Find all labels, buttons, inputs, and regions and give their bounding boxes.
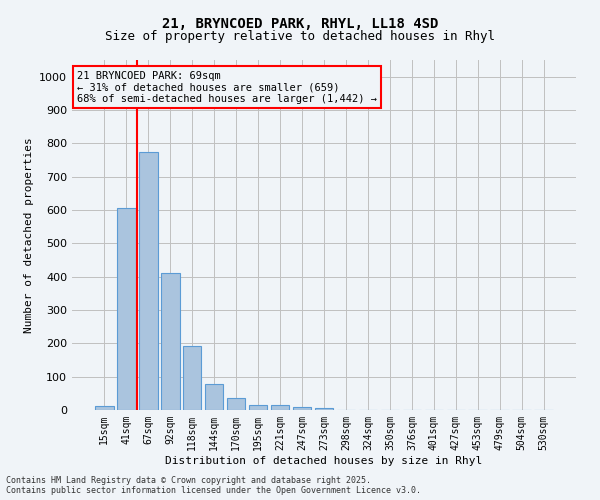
Bar	[117, 208, 136, 410]
X-axis label: Distribution of detached houses by size in Rhyl: Distribution of detached houses by size …	[166, 456, 482, 466]
Bar	[183, 346, 202, 410]
Bar	[227, 398, 245, 410]
Bar	[95, 406, 113, 410]
Bar	[314, 408, 334, 410]
Bar	[205, 384, 223, 410]
Y-axis label: Number of detached properties: Number of detached properties	[23, 137, 34, 333]
Bar	[161, 274, 179, 410]
Text: 21 BRYNCOED PARK: 69sqm
← 31% of detached houses are smaller (659)
68% of semi-d: 21 BRYNCOED PARK: 69sqm ← 31% of detache…	[77, 70, 377, 104]
Bar	[139, 152, 158, 410]
Text: 21, BRYNCOED PARK, RHYL, LL18 4SD: 21, BRYNCOED PARK, RHYL, LL18 4SD	[162, 18, 438, 32]
Bar	[249, 405, 268, 410]
Text: Contains HM Land Registry data © Crown copyright and database right 2025.
Contai: Contains HM Land Registry data © Crown c…	[6, 476, 421, 495]
Bar	[293, 406, 311, 410]
Bar	[271, 406, 289, 410]
Text: Size of property relative to detached houses in Rhyl: Size of property relative to detached ho…	[105, 30, 495, 43]
